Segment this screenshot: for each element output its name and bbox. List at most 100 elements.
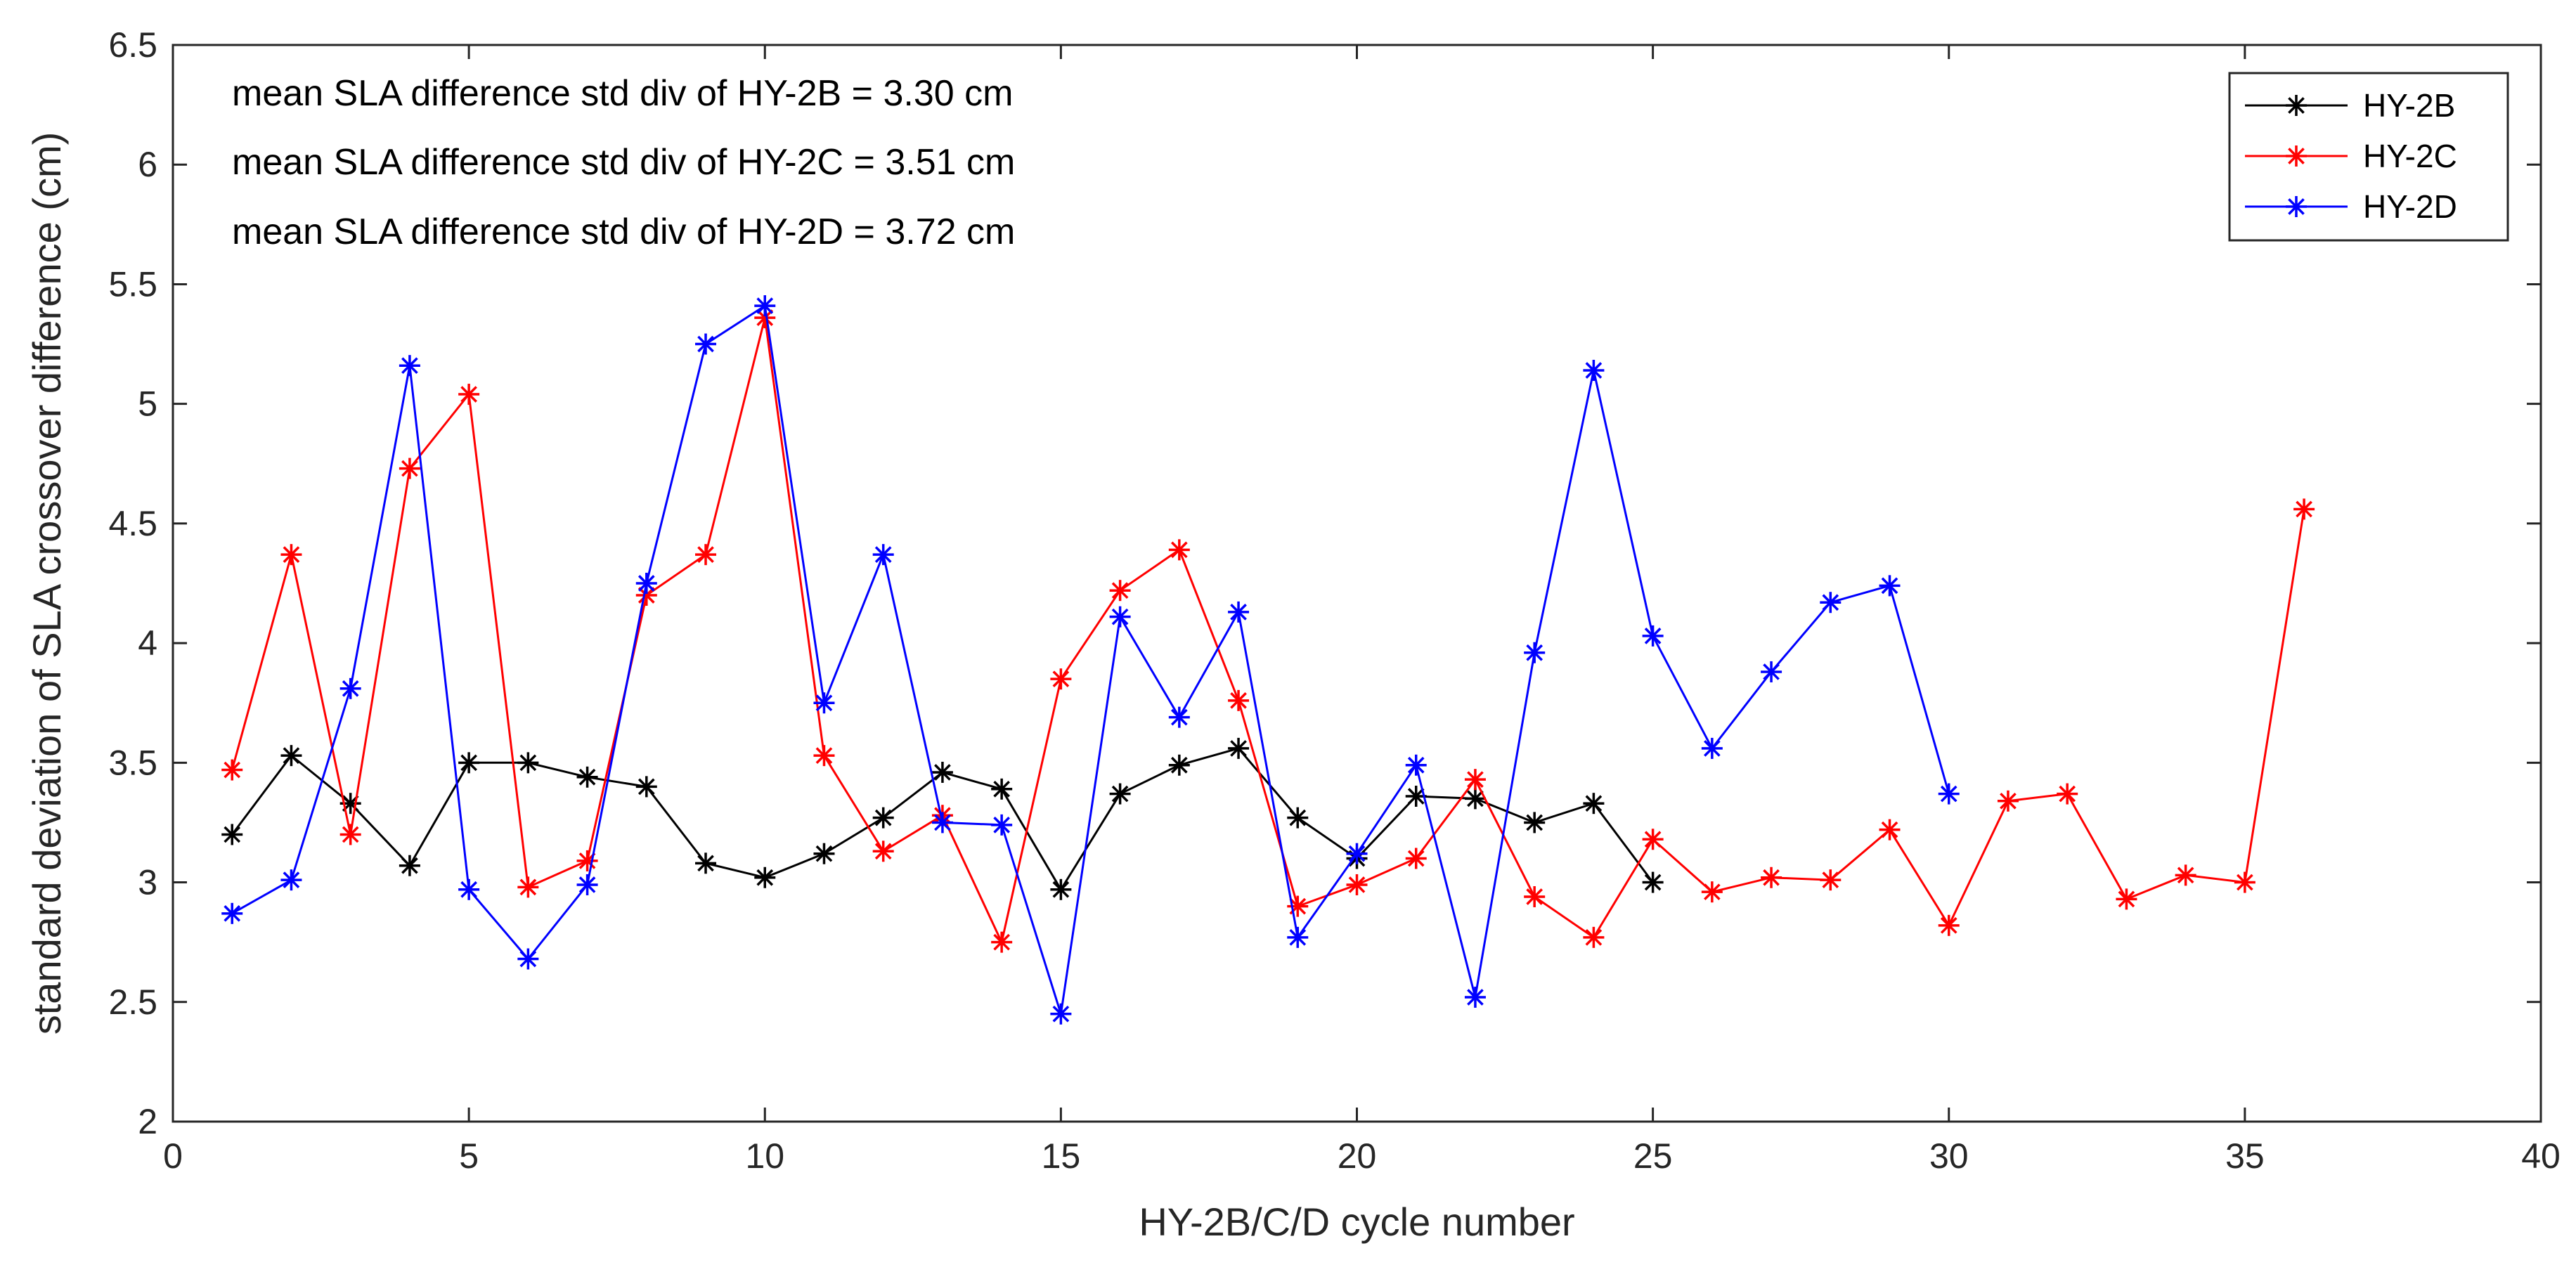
data-point-hy-2b bbox=[813, 843, 835, 864]
data-point-hy-2b bbox=[1109, 783, 1131, 805]
x-axis-ticks: 0 5 10 15 20 25 30 35 40 bbox=[163, 45, 2561, 1176]
data-point-hy-2c bbox=[1879, 819, 1901, 841]
data-point-hy-2b bbox=[695, 852, 717, 874]
x-tick-label: 40 bbox=[2521, 1136, 2561, 1176]
x-tick-label: 15 bbox=[1042, 1136, 1081, 1176]
data-point-hy-2c bbox=[872, 841, 894, 862]
data-point-hy-2d bbox=[1464, 986, 1486, 1008]
data-point-hy-2c bbox=[1109, 580, 1131, 602]
data-point-hy-2c bbox=[1701, 881, 1723, 903]
y-tick-label: 2.5 bbox=[108, 982, 157, 1022]
data-point-hy-2c bbox=[2293, 498, 2315, 520]
data-point-hy-2c bbox=[1228, 689, 1250, 711]
series-hy-2c bbox=[221, 307, 2315, 953]
data-point-hy-2c bbox=[1524, 885, 1546, 907]
data-point-hy-2c bbox=[1405, 848, 1427, 869]
y-tick-label: 3.5 bbox=[108, 743, 157, 782]
data-point-hy-2c bbox=[1346, 874, 1368, 895]
data-point-hy-2b bbox=[1228, 737, 1250, 759]
x-tick-label: 20 bbox=[1338, 1136, 1377, 1176]
data-point-hy-2b bbox=[1464, 788, 1486, 810]
data-point-hy-2c bbox=[695, 544, 717, 566]
x-tick-label: 0 bbox=[163, 1136, 183, 1176]
x-tick-label: 5 bbox=[459, 1136, 479, 1176]
data-point-hy-2c bbox=[1464, 769, 1486, 791]
data-point-hy-2c bbox=[1583, 926, 1605, 948]
data-point-hy-2d bbox=[1287, 926, 1309, 948]
series-line-hy-2c bbox=[231, 317, 2305, 946]
data-point-hy-2b bbox=[280, 745, 302, 767]
data-point-hy-2c bbox=[1050, 668, 1072, 690]
annotation-hy-2d-mean: mean SLA difference std div of HY-2D = 3… bbox=[232, 212, 1015, 252]
data-point-hy-2c bbox=[1642, 829, 1664, 850]
legend-entry-hy-2d: HY-2D bbox=[2245, 188, 2457, 225]
data-point-hy-2b bbox=[1050, 878, 1072, 900]
data-point-hy-2c bbox=[399, 457, 420, 479]
data-point-hy-2c bbox=[1938, 914, 1960, 936]
y-axis-ticks: 2 2.5 3 3.5 4 4.5 5 5.5 6 6.5 bbox=[108, 25, 2541, 1141]
series-line-hy-2d bbox=[231, 304, 1950, 1015]
annotation-hy-2c-mean: mean SLA difference std div of HY-2C = 3… bbox=[232, 142, 1015, 183]
data-point-hy-2c bbox=[221, 759, 243, 781]
data-point-hy-2d bbox=[280, 869, 302, 891]
y-tick-label: 4 bbox=[138, 623, 157, 663]
data-point-hy-2d bbox=[339, 677, 361, 699]
y-tick-label: 6.5 bbox=[108, 25, 157, 65]
legend-label-hy-2d: HY-2D bbox=[2363, 188, 2457, 225]
series-hy-2d bbox=[221, 295, 1960, 1025]
y-tick-label: 5.5 bbox=[108, 264, 157, 304]
data-point-hy-2c bbox=[2057, 783, 2078, 805]
annotation-hy-2b-mean: mean SLA difference std div of HY-2B = 3… bbox=[232, 73, 1013, 114]
data-point-hy-2d bbox=[1642, 625, 1664, 647]
series-hy-2b bbox=[221, 737, 1664, 900]
data-point-hy-2d bbox=[517, 948, 539, 970]
data-point-hy-2d bbox=[695, 333, 717, 355]
data-point-hy-2b bbox=[991, 778, 1013, 800]
legend-marker-hy-2c bbox=[2286, 145, 2307, 167]
data-point-hy-2d bbox=[1701, 737, 1723, 759]
data-point-hy-2d bbox=[1109, 606, 1131, 628]
x-tick-label: 30 bbox=[1929, 1136, 1969, 1176]
data-point-hy-2d bbox=[1938, 783, 1960, 805]
data-point-hy-2c bbox=[458, 384, 480, 405]
y-tick-label: 2 bbox=[138, 1102, 157, 1141]
data-point-hy-2c bbox=[280, 544, 302, 566]
legend: HY-2B HY-2C HY-2D bbox=[2228, 72, 2509, 242]
data-point-hy-2d bbox=[991, 814, 1013, 836]
data-point-hy-2b bbox=[1583, 793, 1605, 815]
data-point-hy-2d bbox=[1050, 1003, 1072, 1025]
data-point-hy-2b bbox=[458, 752, 480, 774]
legend-marker-hy-2d bbox=[2286, 196, 2307, 217]
x-tick-label: 35 bbox=[2225, 1136, 2265, 1176]
data-point-hy-2d bbox=[1524, 642, 1546, 663]
data-point-hy-2d bbox=[1346, 843, 1368, 864]
series-layer bbox=[221, 295, 2315, 1025]
data-point-hy-2d bbox=[1228, 601, 1250, 623]
legend-label-hy-2c: HY-2C bbox=[2363, 138, 2457, 174]
data-point-hy-2d bbox=[754, 295, 776, 317]
data-point-hy-2d bbox=[1168, 706, 1190, 728]
x-tick-label: 25 bbox=[1633, 1136, 1673, 1176]
legend-entry-hy-2c: HY-2C bbox=[2245, 138, 2457, 174]
data-point-hy-2b bbox=[1287, 807, 1309, 829]
data-point-hy-2d bbox=[221, 902, 243, 924]
data-point-hy-2d bbox=[931, 812, 953, 833]
data-point-hy-2d bbox=[399, 355, 420, 377]
x-axis-title: HY-2B/C/D cycle number bbox=[1139, 1200, 1574, 1244]
y-axis-title: standard deviation of SLA crossover diff… bbox=[25, 132, 69, 1035]
data-point-hy-2b bbox=[399, 855, 420, 876]
data-point-hy-2c bbox=[1997, 790, 2019, 812]
data-point-hy-2d bbox=[1583, 360, 1605, 382]
data-point-hy-2b bbox=[1168, 754, 1190, 776]
data-point-hy-2c bbox=[2234, 871, 2255, 893]
data-point-hy-2d bbox=[1761, 661, 1782, 682]
data-point-hy-2d bbox=[1879, 575, 1901, 597]
legend-marker-hy-2b bbox=[2286, 95, 2307, 116]
legend-entries: HY-2B HY-2C HY-2D bbox=[2245, 87, 2457, 225]
data-point-hy-2b bbox=[1524, 812, 1546, 833]
data-point-hy-2d bbox=[458, 878, 480, 900]
data-point-hy-2d bbox=[1405, 754, 1427, 776]
data-point-hy-2b bbox=[754, 867, 776, 888]
